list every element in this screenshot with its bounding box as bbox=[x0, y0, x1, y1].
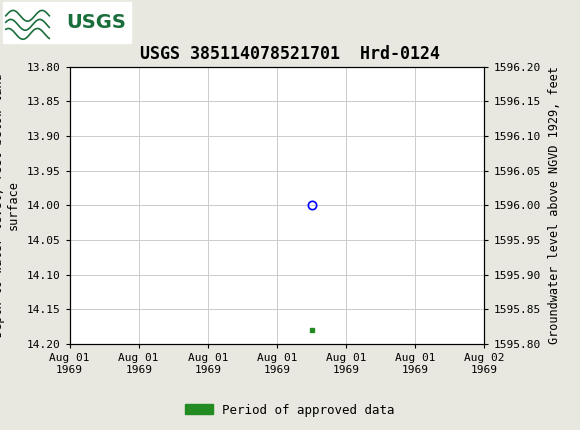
Text: USGS 385114078521701  Hrd-0124: USGS 385114078521701 Hrd-0124 bbox=[140, 45, 440, 63]
Y-axis label: Depth to water level, feet below land
surface: Depth to water level, feet below land su… bbox=[0, 74, 20, 337]
Text: USGS: USGS bbox=[67, 13, 126, 32]
Legend: Period of approved data: Period of approved data bbox=[180, 399, 400, 421]
Bar bbox=[3, 2, 130, 43]
Y-axis label: Groundwater level above NGVD 1929, feet: Groundwater level above NGVD 1929, feet bbox=[548, 66, 560, 344]
